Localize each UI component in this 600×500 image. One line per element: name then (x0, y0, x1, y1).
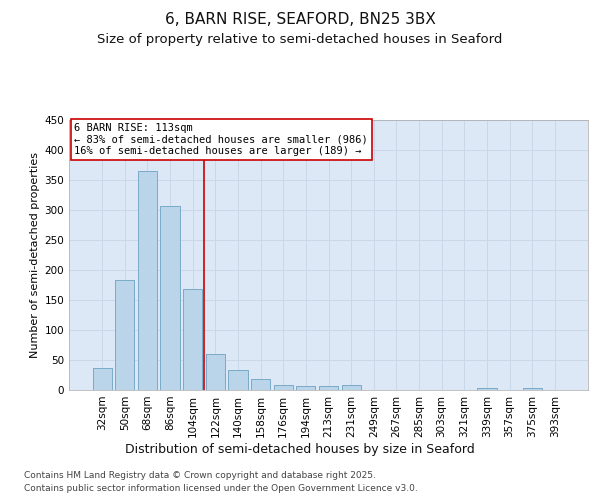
Bar (477, 388, 497, 390)
Bar (229, 370, 248, 390)
Y-axis label: Number of semi-detached properties: Number of semi-detached properties (30, 152, 40, 358)
Text: Distribution of semi-detached houses by size in Seaford: Distribution of semi-detached houses by … (125, 442, 475, 456)
Bar (206, 354, 225, 390)
Text: Size of property relative to semi-detached houses in Seaford: Size of property relative to semi-detach… (97, 32, 503, 46)
Bar (296, 386, 316, 390)
Bar (160, 206, 180, 390)
Bar (138, 171, 157, 390)
Text: Contains public sector information licensed under the Open Government Licence v3: Contains public sector information licen… (24, 484, 418, 493)
Text: 6 BARN RISE: 113sqm
← 83% of semi-detached houses are smaller (986)
16% of semi-: 6 BARN RISE: 113sqm ← 83% of semi-detach… (74, 122, 368, 156)
Bar (274, 385, 293, 390)
Bar (251, 379, 270, 390)
Bar (319, 386, 338, 390)
Text: Contains HM Land Registry data © Crown copyright and database right 2025.: Contains HM Land Registry data © Crown c… (24, 471, 376, 480)
Bar (183, 289, 202, 390)
Text: 6, BARN RISE, SEAFORD, BN25 3BX: 6, BARN RISE, SEAFORD, BN25 3BX (164, 12, 436, 28)
Bar (341, 385, 361, 390)
Bar (92, 368, 112, 390)
Bar (523, 388, 542, 390)
Bar (115, 280, 134, 390)
